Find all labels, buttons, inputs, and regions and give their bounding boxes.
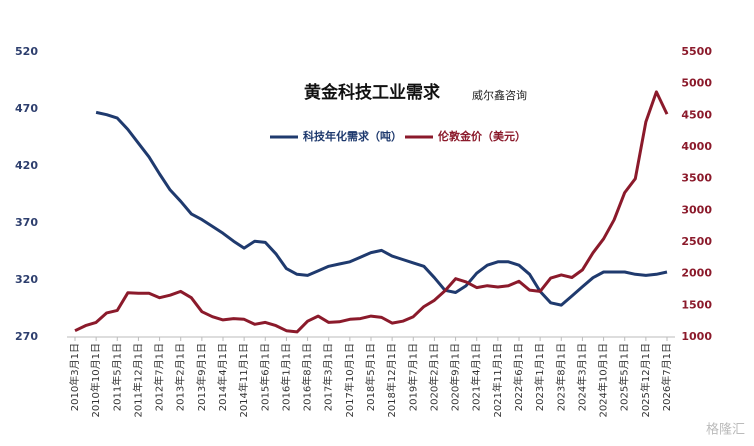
x-tick-label: 2026年7月1日 [660,343,673,411]
x-tick-label: 2010年10月1日 [89,343,102,418]
x-tick-label: 2021年4月1日 [470,343,483,411]
y2-tick-label: 1000 [681,330,712,343]
x-tick-label: 2010年3月1日 [68,343,81,411]
y-tick-label: 270 [15,330,38,343]
x-tick-label: 2013年2月1日 [174,343,187,411]
y-tick-label: 520 [15,45,38,58]
chart-subtitle: 威尔鑫咨询 [472,88,527,102]
y-tick-label: 370 [15,216,38,229]
y2-tick-label: 2000 [681,267,712,280]
x-tick-label: 2021年11月1日 [491,343,504,418]
x-tick-label: 2015年6月1日 [258,343,271,411]
x-tick-label: 2012年7月1日 [153,343,166,411]
x-tick-label: 2016年8月1日 [301,343,314,411]
x-tick-label: 2018年5月1日 [364,343,377,411]
legend-label: 科技年化需求（吨） [303,129,402,143]
y2-tick-label: 4500 [681,108,712,121]
x-tick-label: 2025年5月1日 [618,343,631,411]
x-tick-label: 2024年3月1日 [575,343,588,411]
x-tick-label: 2016年1月1日 [279,343,292,411]
y2-tick-label: 5000 [681,77,712,90]
x-tick-label: 2011年12月1日 [131,343,144,418]
y-tick-label: 320 [15,273,38,286]
y2-tick-label: 1500 [681,298,712,311]
series-line [74,90,669,334]
y2-tick-label: 3000 [681,203,712,216]
x-tick-label: 2018年12月1日 [385,343,398,418]
x-tick-label: 2014年11月1日 [237,343,250,418]
x-tick-label: 2023年1月1日 [533,343,546,411]
chart-title: 黄金科技工业需求 [304,82,440,103]
x-tick-label: 2011年5月1日 [110,343,123,411]
x-tick-label: 2017年3月1日 [322,343,335,411]
watermark: 格隆汇 [706,422,745,438]
y2-tick-label: 5500 [681,45,712,58]
x-tick-label: 2019年7月1日 [406,343,419,411]
x-tick-label: 2020年9月1日 [449,343,462,411]
x-tick-label: 2022年6月1日 [512,343,525,411]
x-tick-label: 2023年8月1日 [554,343,567,411]
y2-tick-label: 4000 [681,140,712,153]
x-tick-label: 2017年10月1日 [343,343,356,418]
x-tick-label: 2024年10月1日 [597,343,610,418]
x-tick-label: 2014年4月1日 [216,343,229,411]
x-tick-label: 2025年12月1日 [639,343,652,418]
series-line [95,110,668,307]
legend-label: 伦敦金价（美元） [438,129,526,143]
y2-tick-label: 2500 [681,235,712,248]
x-tick-label: 2020年2月1日 [427,343,440,411]
x-tick-label: 2013年9月1日 [195,343,208,411]
y-tick-label: 470 [15,102,38,115]
y2-tick-label: 3500 [681,172,712,185]
y-tick-label: 420 [15,159,38,172]
